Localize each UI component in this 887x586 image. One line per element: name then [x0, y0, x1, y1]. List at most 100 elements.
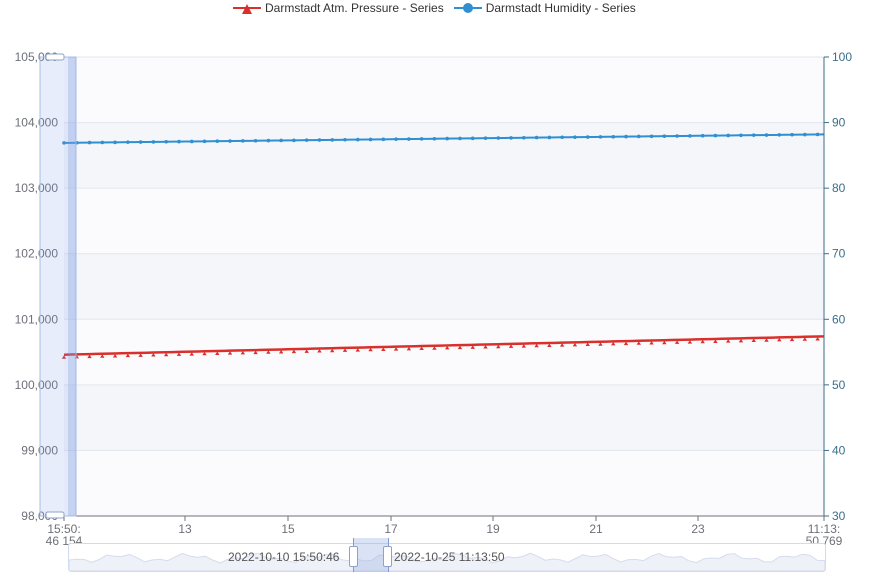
humidity-point	[215, 139, 220, 143]
pressure-point	[521, 344, 527, 348]
humidity-point	[483, 136, 488, 140]
pressure-point	[330, 348, 335, 353]
legend-item-pressure[interactable]: Darmstadt Atm. Pressure - Series	[233, 1, 444, 15]
humidity-point	[164, 139, 168, 144]
brush-handle-top	[45, 53, 65, 61]
plot-background	[64, 57, 824, 516]
humidity-point	[598, 135, 603, 139]
humidity-point	[113, 140, 117, 145]
pressure-point	[457, 345, 463, 350]
pressure-point	[342, 348, 348, 352]
pressure-point	[777, 337, 782, 342]
pressure-point	[559, 343, 565, 347]
pressure-point	[151, 353, 156, 357]
y-left-tick-label: 105,000	[15, 50, 59, 64]
pressure-point	[764, 338, 769, 342]
pressure-point	[227, 351, 233, 355]
triangle-marker-icon	[233, 1, 261, 15]
humidity-point	[279, 138, 283, 143]
humidity-point	[266, 138, 271, 143]
pressure-point	[125, 353, 131, 358]
humidity-point	[202, 139, 207, 144]
humidity-point	[713, 133, 718, 138]
pressure-point	[266, 350, 271, 354]
pressure-point	[317, 349, 322, 353]
pressure-point	[419, 346, 424, 351]
pressure-point	[572, 342, 578, 347]
pressure-point	[215, 351, 220, 355]
y-right-tick-label: 50	[832, 378, 846, 392]
legend-label-pressure: Darmstadt Atm. Pressure - Series	[265, 1, 444, 15]
y-left-tick-label: 101,000	[15, 312, 59, 326]
plot-band	[64, 122, 824, 189]
x-tick-label: 17	[384, 522, 398, 536]
pressure-point	[163, 352, 169, 357]
humidity-point	[292, 138, 296, 143]
brush-handle-bottom	[45, 511, 65, 519]
plot-band	[64, 450, 824, 516]
y-right-tick-label: 60	[832, 312, 846, 326]
pressure-point	[368, 347, 373, 352]
zoom-handle-right[interactable]	[383, 546, 392, 567]
pressure-point	[508, 344, 514, 348]
y-right-tick-label: 80	[832, 181, 846, 195]
pressure-point	[738, 338, 744, 343]
pressure-series-line	[63, 335, 825, 356]
humidity-point	[611, 134, 616, 139]
humidity-point	[394, 137, 398, 141]
pressure-point	[393, 347, 399, 351]
humidity-point	[636, 134, 641, 139]
humidity-point	[803, 132, 807, 137]
zoom-start-label: 2022-10-10 15:50:46	[228, 550, 340, 564]
humidity-point	[177, 139, 181, 144]
y-right-tick-label: 40	[832, 443, 846, 457]
humidity-point	[138, 140, 143, 144]
humidity-point	[534, 135, 539, 140]
humidity-point	[585, 135, 590, 139]
pressure-point	[713, 339, 718, 343]
pressure-point	[202, 351, 207, 356]
humidity-point	[700, 133, 705, 138]
humidity-point	[790, 132, 794, 137]
pressure-point	[138, 353, 143, 357]
pressure-point	[100, 354, 105, 358]
zoom-brush[interactable]	[39, 53, 77, 519]
humidity-point	[304, 138, 309, 142]
humidity-point	[624, 134, 628, 139]
humidity-point	[688, 134, 692, 138]
humidity-point	[62, 141, 66, 145]
pressure-point	[470, 345, 475, 349]
pressure-point	[483, 345, 488, 349]
pressure-point	[240, 350, 246, 355]
y-right-tick-label: 90	[832, 116, 846, 130]
pressure-point	[585, 342, 590, 347]
zoom-slider[interactable]	[68, 543, 826, 572]
humidity-point	[317, 138, 322, 142]
pressure-point	[674, 340, 680, 344]
x-tick-label: 23	[691, 522, 705, 536]
pressure-point	[189, 352, 194, 356]
pressure-point	[304, 349, 309, 353]
humidity-point	[547, 135, 552, 140]
humidity-point	[330, 138, 335, 142]
y-left-tick-label: 102,000	[15, 247, 59, 261]
y-left-tick-label: 103,000	[15, 181, 59, 195]
zoom-handle-left[interactable]	[349, 546, 358, 567]
humidity-point	[100, 140, 105, 145]
pressure-point	[61, 355, 67, 359]
pressure-point	[496, 344, 501, 349]
humidity-point	[419, 137, 424, 141]
y-right-tick-label: 30	[832, 509, 846, 523]
humidity-point	[815, 132, 820, 137]
pressure-point	[700, 339, 705, 344]
x-tick-label: 15	[281, 522, 295, 536]
legend-item-humidity[interactable]: Darmstadt Humidity - Series	[453, 1, 636, 15]
pressure-point	[291, 349, 297, 354]
humidity-point	[496, 136, 501, 140]
x-tick-label: 21	[589, 522, 603, 536]
pressure-point	[611, 341, 616, 346]
plot-band	[64, 188, 824, 254]
pressure-point	[381, 347, 386, 351]
y-right-tick-label: 70	[832, 247, 846, 261]
humidity-point	[228, 139, 232, 143]
